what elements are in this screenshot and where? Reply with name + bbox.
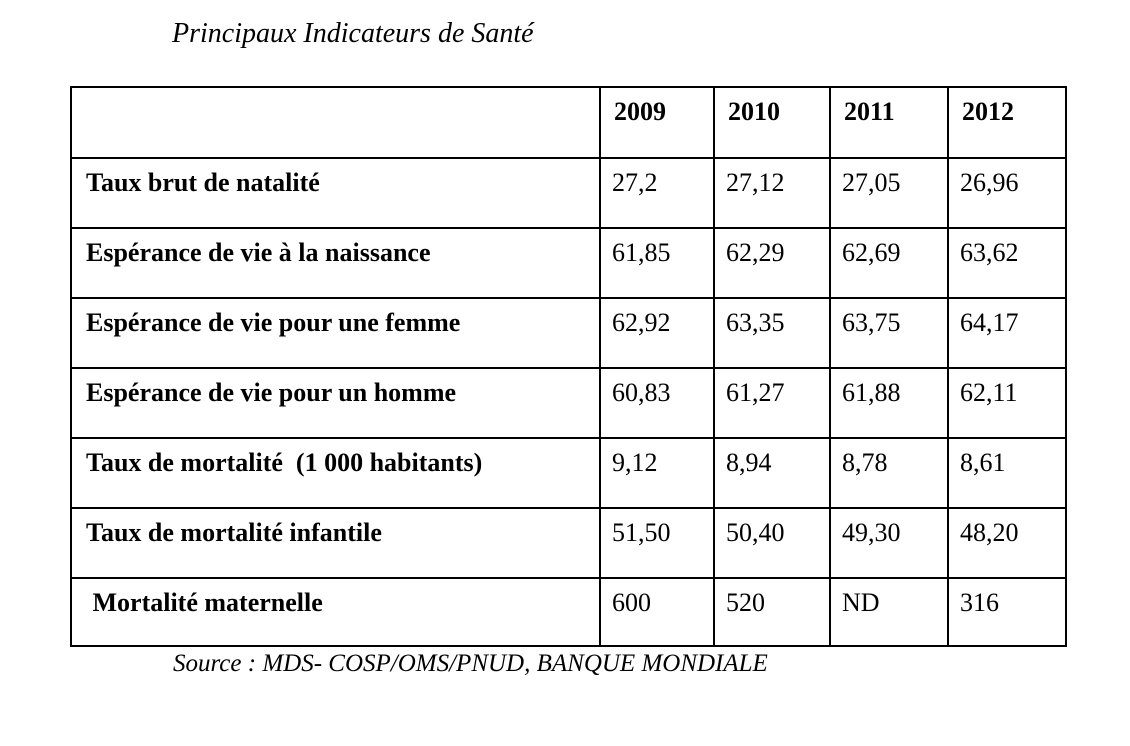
value-cell: 63,62: [947, 227, 1067, 299]
value-cell: ND: [829, 577, 949, 647]
value-cell: 8,94: [713, 437, 831, 509]
value-cell: 27,12: [713, 157, 831, 229]
year-header-2010: 2010: [713, 86, 831, 159]
value-cell: 63,75: [829, 297, 949, 369]
value-cell: 520: [713, 577, 831, 647]
value-cell: 63,35: [713, 297, 831, 369]
value-cell: 62,29: [713, 227, 831, 299]
table-row-life-expectancy-birth: Espérance de vie à la naissance 61,85 62…: [70, 227, 1067, 299]
row-label: Taux de mortalité infantile: [70, 507, 601, 579]
value-cell: 8,61: [947, 437, 1067, 509]
health-indicators-table: 2009 2010 2011 2012 Taux brut de natalit…: [70, 86, 1067, 647]
value-cell: 60,83: [599, 367, 715, 439]
table-row-life-expectancy-female: Espérance de vie pour une femme 62,92 63…: [70, 297, 1067, 369]
value-cell: 50,40: [713, 507, 831, 579]
table-row-infant-mortality: Taux de mortalité infantile 51,50 50,40 …: [70, 507, 1067, 579]
table-row-birth-rate: Taux brut de natalité 27,2 27,12 27,05 2…: [70, 157, 1067, 229]
value-cell: 62,92: [599, 297, 715, 369]
value-cell: 61,85: [599, 227, 715, 299]
year-header-2009: 2009: [599, 86, 715, 159]
page-title: Principaux Indicateurs de Santé: [172, 18, 534, 49]
value-cell: 600: [599, 577, 715, 647]
value-cell: 48,20: [947, 507, 1067, 579]
table-row-life-expectancy-male: Espérance de vie pour un homme 60,83 61,…: [70, 367, 1067, 439]
year-header-2011: 2011: [829, 86, 949, 159]
value-cell: 61,27: [713, 367, 831, 439]
value-cell: 51,50: [599, 507, 715, 579]
value-cell: 8,78: [829, 437, 949, 509]
value-cell: 62,11: [947, 367, 1067, 439]
value-cell: 61,88: [829, 367, 949, 439]
row-label: Taux brut de natalité: [70, 157, 601, 229]
value-cell: 62,69: [829, 227, 949, 299]
source-note: Source : MDS- COSP/OMS/PNUD, BANQUE MOND…: [173, 650, 768, 677]
value-cell: 316: [947, 577, 1067, 647]
value-cell: 26,96: [947, 157, 1067, 229]
table-corner-cell: [70, 86, 601, 159]
table-row-maternal-mortality: Mortalité maternelle 600 520 ND 316: [70, 577, 1067, 647]
value-cell: 27,05: [829, 157, 949, 229]
year-header-2012: 2012: [947, 86, 1067, 159]
value-cell: 49,30: [829, 507, 949, 579]
row-label: Espérance de vie à la naissance: [70, 227, 601, 299]
value-cell: 64,17: [947, 297, 1067, 369]
table-header-row: 2009 2010 2011 2012: [70, 86, 1067, 159]
row-label: Espérance de vie pour une femme: [70, 297, 601, 369]
row-label: Taux de mortalité (1 000 habitants): [70, 437, 601, 509]
row-label: Espérance de vie pour un homme: [70, 367, 601, 439]
row-label: Mortalité maternelle: [70, 577, 601, 647]
table-row-mortality-rate: Taux de mortalité (1 000 habitants) 9,12…: [70, 437, 1067, 509]
value-cell: 27,2: [599, 157, 715, 229]
value-cell: 9,12: [599, 437, 715, 509]
